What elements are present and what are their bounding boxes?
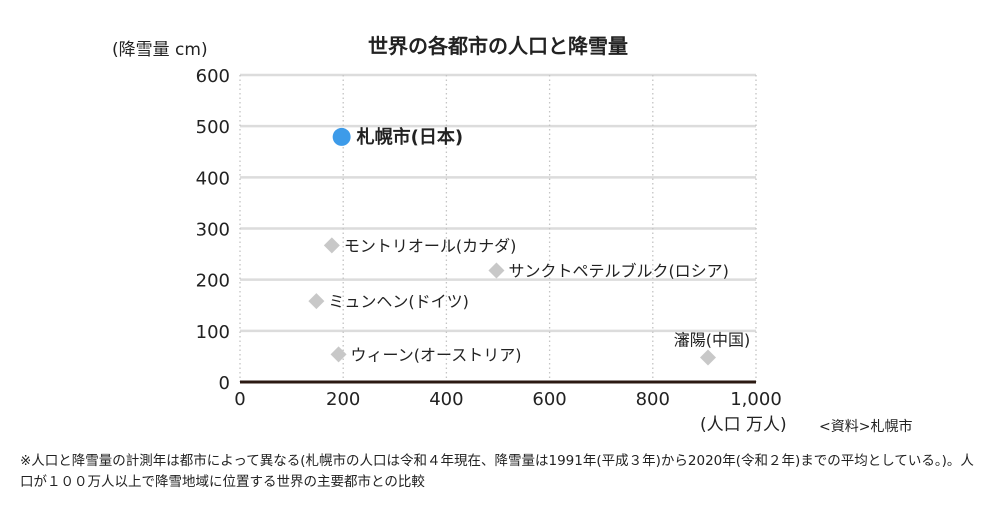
point-label: 札幌市(日本) [356, 126, 463, 148]
tick-layer: 0 100 200 300 400 500 600 0 200 400 600 800 1,000 [196, 66, 782, 410]
data-point [323, 237, 340, 254]
y-tick-label: 400 [196, 168, 230, 189]
grid-layer [239, 73, 757, 384]
x-tick-label: 1,000 [730, 389, 782, 410]
x-tick-label: 200 [326, 389, 360, 410]
data-point [488, 262, 505, 279]
point-label: サンクトペテルブルク(ロシア) [508, 261, 729, 280]
y-tick-label: 100 [196, 322, 230, 343]
y-axis-label: (降雪量 cm) [112, 40, 208, 60]
source-label: <資料>札幌市 [819, 418, 912, 435]
data-point [700, 349, 717, 366]
data-point [308, 293, 325, 310]
chart-title: 世界の各都市の人口と降雪量 [368, 34, 628, 58]
y-tick-label: 300 [196, 220, 230, 241]
point-label: ウィーン(オーストリア) [351, 345, 522, 364]
y-tick-label: 600 [196, 66, 230, 87]
point-label: モントリオール(カナダ) [344, 236, 517, 255]
x-tick-label: 0 [234, 389, 245, 410]
scatter-chart: 世界の各都市の人口と降雪量 (降雪量 cm) (人口 万人) <資料>札幌市 0… [112, 34, 912, 435]
point-label: 瀋陽(中国) [674, 330, 751, 349]
point-label: ミュンヘン(ドイツ) [328, 292, 469, 311]
data-point [330, 346, 347, 363]
data-point-highlight [332, 127, 351, 146]
point-layer: 札幌市(日本) モントリオール(カナダ) サンクトペテルブルク(ロシア) ミュンヘン(… [308, 126, 750, 366]
x-tick-label: 600 [532, 389, 566, 410]
y-tick-label: 200 [196, 271, 230, 292]
footnote: ※人口と降雪量の計測年は都市によって異なる(札幌市の人口は令和４年現在、降雪量は… [20, 453, 974, 490]
y-tick-label: 0 [219, 373, 230, 394]
x-tick-label: 400 [429, 389, 463, 410]
x-tick-label: 800 [636, 389, 670, 410]
x-axis-label: (人口 万人) [700, 415, 787, 435]
y-tick-label: 500 [196, 117, 230, 138]
